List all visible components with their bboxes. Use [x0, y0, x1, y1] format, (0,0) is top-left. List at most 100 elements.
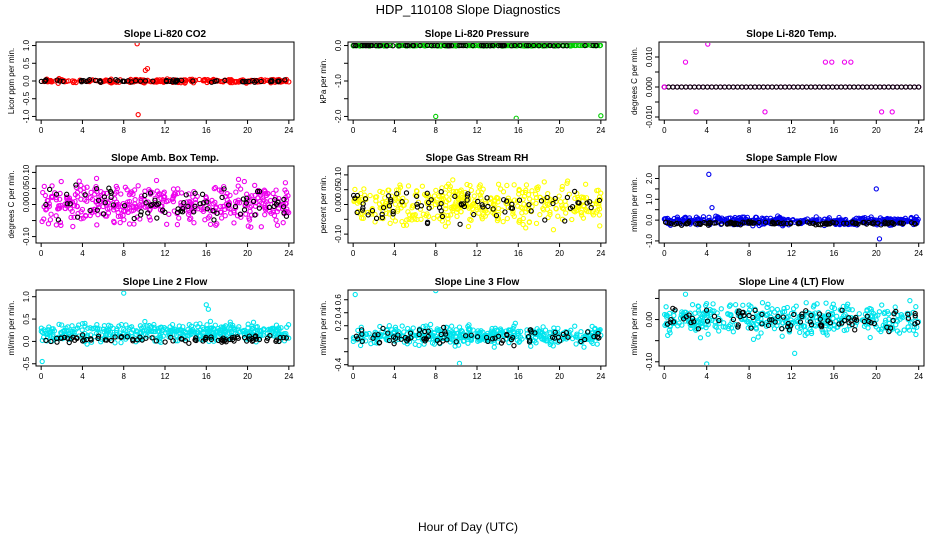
- data-point: [526, 202, 532, 208]
- x-tick-label: 24: [596, 249, 605, 258]
- series-reference: [350, 188, 603, 227]
- data-point: [147, 190, 154, 196]
- data-point: [511, 343, 517, 349]
- data-point: [502, 209, 508, 215]
- data-point: [204, 77, 211, 83]
- data-point: [42, 78, 48, 84]
- data-point: [244, 195, 250, 201]
- data-point: [542, 217, 548, 223]
- data-point: [476, 210, 482, 216]
- data-point: [705, 331, 711, 337]
- data-point: [427, 321, 434, 328]
- data-point: [762, 219, 769, 225]
- data-point: [495, 333, 502, 339]
- data-point: [876, 309, 883, 315]
- x-tick-label: 12: [161, 372, 170, 381]
- series-all: [351, 177, 604, 233]
- data-point: [175, 186, 181, 192]
- data-point: [703, 300, 710, 307]
- data-point: [759, 321, 765, 327]
- data-point: [713, 324, 719, 330]
- data-point: [420, 211, 426, 217]
- panel-title: Slope Li-820 CO2: [124, 29, 207, 40]
- data-point: [188, 323, 195, 329]
- data-point: [538, 198, 545, 204]
- data-point: [53, 191, 60, 197]
- data-point: [41, 183, 47, 190]
- data-point: [392, 335, 399, 341]
- data-point: [84, 184, 90, 190]
- data-point: [704, 318, 711, 324]
- data-point: [434, 337, 440, 344]
- data-point: [700, 84, 706, 90]
- y-tick-label: 1.0: [645, 193, 654, 205]
- data-point: [480, 186, 486, 192]
- x-tick-label: 16: [829, 126, 838, 135]
- data-point: [359, 43, 365, 49]
- data-point: [359, 207, 366, 213]
- data-point: [587, 199, 593, 205]
- data-point: [153, 177, 160, 184]
- data-point: [174, 221, 181, 228]
- data-point: [536, 43, 542, 49]
- data-point: [559, 186, 565, 192]
- x-tick-label: 4: [80, 249, 85, 258]
- data-point: [178, 80, 184, 86]
- y-tick-label: -2.0: [334, 109, 343, 123]
- data-point: [197, 332, 203, 338]
- data-point: [211, 185, 217, 192]
- data-point: [677, 221, 683, 227]
- data-point: [830, 315, 836, 322]
- data-point: [92, 206, 98, 213]
- data-point: [271, 203, 277, 210]
- data-point: [495, 328, 501, 334]
- data-point: [576, 197, 582, 203]
- data-point: [438, 208, 444, 214]
- data-point: [878, 328, 884, 335]
- data-point: [57, 78, 63, 84]
- data-point: [100, 203, 106, 210]
- y-tick-label: 0.10: [334, 167, 343, 183]
- y-axis-label: kPa per min.: [319, 59, 328, 104]
- x-tick-label: 12: [787, 372, 796, 381]
- data-point: [730, 84, 736, 90]
- data-point: [202, 76, 208, 83]
- series-outliers: [39, 291, 211, 365]
- data-point: [79, 327, 85, 333]
- data-point: [596, 197, 603, 204]
- data-point: [80, 215, 87, 221]
- data-point: [251, 79, 258, 85]
- data-point: [471, 211, 477, 218]
- y-axis: -0.010 0.000 0.010: [645, 46, 659, 128]
- data-point: [566, 329, 572, 335]
- x-tick-label: 4: [704, 372, 709, 381]
- data-point: [359, 338, 365, 344]
- data-point: [458, 335, 464, 341]
- data-point: [750, 220, 756, 226]
- data-point: [54, 77, 60, 83]
- data-point: [706, 214, 712, 220]
- data-point: [727, 302, 733, 308]
- data-point: [817, 316, 823, 322]
- data-point: [70, 223, 76, 230]
- data-point: [799, 84, 805, 90]
- data-point: [191, 220, 197, 226]
- data-point: [379, 189, 386, 196]
- data-point: [274, 222, 281, 228]
- data-point: [541, 336, 547, 342]
- data-point: [402, 43, 409, 49]
- data-point: [57, 196, 63, 202]
- data-point: [48, 77, 54, 84]
- data-point: [555, 43, 562, 49]
- data-point: [884, 324, 890, 330]
- data-point: [759, 311, 765, 318]
- data-point: [154, 202, 160, 208]
- data-point: [208, 334, 214, 340]
- data-point: [727, 322, 733, 328]
- data-point: [485, 203, 491, 210]
- data-point: [846, 306, 852, 313]
- panel-line4: Slope Line 4 (LT) Flow 0 4 8 12 16 20 24 -0.10 0.…: [630, 277, 925, 381]
- data-point: [769, 306, 775, 312]
- data-point: [428, 197, 434, 203]
